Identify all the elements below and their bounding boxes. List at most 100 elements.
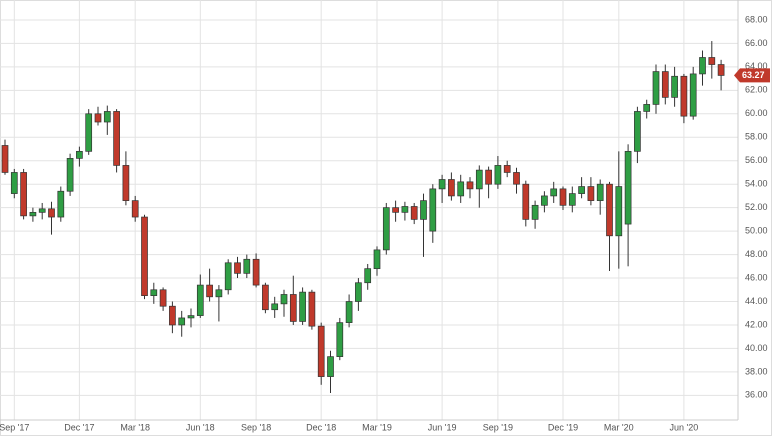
- candle-body: [708, 57, 716, 65]
- candle-body: [643, 104, 651, 112]
- candle-body: [29, 211, 37, 217]
- candle-body: [494, 165, 502, 185]
- candle-body: [1, 145, 9, 173]
- candle-body: [448, 179, 455, 197]
- candle-body: [513, 172, 520, 185]
- candle-body: [66, 158, 74, 192]
- y-tick-label: 62.00: [745, 85, 768, 95]
- candle-body: [671, 75, 678, 98]
- y-tick-label: 54.00: [745, 179, 768, 189]
- y-tick-label: 48.00: [745, 249, 768, 259]
- x-tick-label: Sep '17: [0, 422, 29, 432]
- x-tick-label: Jun '18: [186, 422, 215, 432]
- candle-body: [57, 190, 65, 218]
- candle-body: [606, 183, 613, 237]
- x-tick-label: Dec '18: [306, 422, 336, 432]
- candle-body: [550, 188, 558, 197]
- candle-body: [280, 294, 288, 305]
- candle-body: [382, 207, 390, 251]
- last-price-tag: [734, 68, 770, 83]
- x-tick-label: Sep '18: [241, 422, 271, 432]
- candle-body: [103, 111, 111, 123]
- x-tick-label: Jun '19: [428, 422, 457, 432]
- y-tick-label: 42.00: [745, 319, 768, 329]
- candle-body: [634, 111, 641, 152]
- candle-body: [48, 208, 55, 218]
- candle-body: [392, 207, 399, 213]
- candle-body: [178, 317, 186, 326]
- candle-body: [661, 71, 669, 98]
- y-tick-label: 36.00: [745, 390, 768, 400]
- y-tick-label: 56.00: [745, 155, 768, 165]
- candle-body: [159, 289, 167, 307]
- y-tick-label: 50.00: [745, 225, 768, 235]
- candle-body: [85, 113, 93, 152]
- candle-body: [652, 71, 660, 105]
- candle-body: [429, 188, 437, 232]
- candle-body: [699, 57, 706, 75]
- candle-body: [141, 216, 148, 296]
- candle-body: [420, 200, 427, 220]
- candle-body: [485, 169, 492, 185]
- candle-body: [243, 258, 251, 274]
- candle-body: [531, 204, 539, 220]
- y-tick-label: 68.00: [745, 14, 768, 24]
- candle-body: [206, 284, 213, 298]
- candle-body: [615, 186, 623, 237]
- x-tick-label: Jun '20: [670, 422, 699, 432]
- x-tick-label: Dec '19: [548, 422, 578, 432]
- candle-body: [299, 291, 306, 322]
- candle-body: [20, 172, 27, 217]
- candle-body: [113, 111, 120, 166]
- y-tick-label: 58.00: [745, 132, 768, 142]
- candle-body: [522, 183, 530, 220]
- candle-body: [475, 169, 483, 190]
- candle-body: [327, 356, 334, 377]
- x-tick-label: Mar '19: [362, 422, 392, 432]
- y-tick-label: 40.00: [745, 343, 768, 353]
- candle-body: [364, 268, 372, 284]
- candles: [1, 41, 725, 394]
- candle-body: [317, 325, 325, 377]
- candle-body: [234, 262, 241, 274]
- candle-body: [680, 75, 688, 117]
- candle-body: [401, 206, 409, 213]
- candle-body: [76, 150, 83, 159]
- candle-body: [541, 195, 548, 206]
- candle-body: [10, 172, 18, 194]
- candle-body: [559, 188, 567, 206]
- y-tick-label: 66.00: [745, 38, 768, 48]
- candle-body: [308, 291, 316, 327]
- y-tick-label: 52.00: [745, 202, 768, 212]
- candle-body: [717, 64, 725, 76]
- y-tick-label: 38.00: [745, 366, 768, 376]
- candle-body: [131, 200, 139, 218]
- candle-body: [689, 73, 697, 117]
- candle-body: [568, 193, 576, 206]
- x-tick-label: Sep '19: [483, 422, 513, 432]
- candle-body: [262, 284, 269, 311]
- candle-body: [150, 289, 158, 296]
- candle-body: [224, 262, 232, 291]
- candle-body: [252, 258, 260, 286]
- axis-labels: 36.00 38.00 40.00 42.00 44.00 46.00 48.00 50.00…: [0, 14, 770, 432]
- candle-body: [196, 284, 204, 316]
- candle-body: [624, 150, 632, 225]
- candle-body: [466, 181, 474, 190]
- last-price-label: 63.27: [742, 70, 765, 80]
- y-tick-label: 64.00: [745, 61, 768, 71]
- candle-body: [271, 303, 279, 311]
- candle-body: [578, 186, 585, 194]
- candle-body: [503, 165, 511, 173]
- candle-body: [345, 301, 353, 323]
- x-tick-label: Mar '18: [120, 422, 150, 432]
- candle-body: [38, 208, 46, 213]
- candle-body: [289, 294, 297, 322]
- y-tick-label: 46.00: [745, 272, 768, 282]
- y-tick-label: 44.00: [745, 296, 768, 306]
- candle-body: [410, 206, 418, 220]
- x-tick-label: Dec '17: [64, 422, 94, 432]
- candle-body: [169, 305, 176, 326]
- candle-body: [94, 113, 102, 123]
